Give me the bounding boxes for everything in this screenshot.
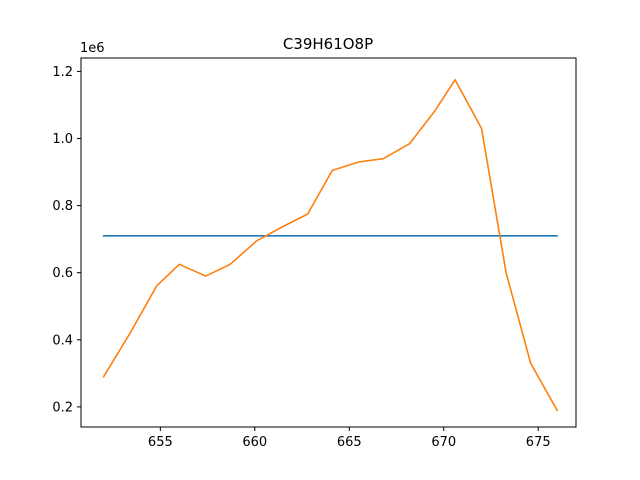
x-tick-label: 670 [431,435,456,450]
y-tick-label: 0.6 [52,266,73,281]
y-tick-label: 0.2 [52,400,73,415]
x-tick-label: 655 [148,435,173,450]
x-tick-label: 675 [526,435,551,450]
y-tick-label: 0.4 [52,333,73,348]
x-tick-label: 660 [242,435,267,450]
plot-area: 655 660 665 670 675 0.2 0.4 0.6 0.8 1.0 1.2 [52,57,577,450]
x-tick-label: 665 [337,435,362,450]
y-tick-label: 0.8 [52,199,73,214]
series-line-2 [102,79,559,412]
chart-title: C39H61O8P [283,35,373,53]
y-offset-label: 1e6 [80,41,105,56]
y-tick-label: 1.2 [52,65,73,80]
axes-frame [80,57,577,428]
y-tick-label: 1.0 [52,132,73,147]
